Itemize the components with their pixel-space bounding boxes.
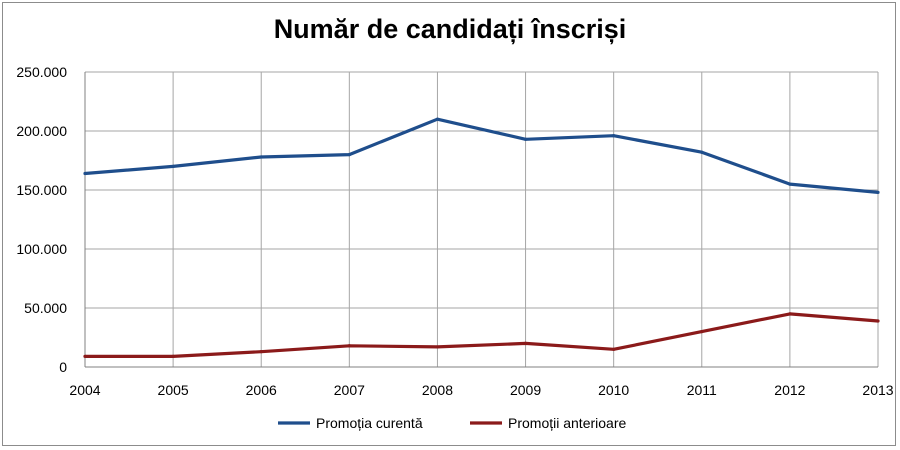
data-point bbox=[523, 341, 528, 345]
data-point bbox=[700, 150, 704, 154]
data-point bbox=[788, 182, 792, 186]
data-point bbox=[700, 330, 704, 334]
x-tick-label: 2013 bbox=[862, 382, 893, 398]
y-tick-label: 150.000 bbox=[16, 182, 67, 198]
x-tick-label: 2005 bbox=[158, 382, 189, 398]
data-point bbox=[83, 354, 87, 358]
data-point bbox=[83, 171, 87, 176]
x-tick-label: 2008 bbox=[422, 382, 453, 398]
x-tick-label: 2010 bbox=[598, 382, 629, 398]
legend-label: Promoții anterioare bbox=[508, 415, 626, 431]
data-point bbox=[876, 319, 880, 323]
x-tick-label: 2007 bbox=[334, 382, 365, 398]
data-point bbox=[171, 354, 175, 358]
y-tick-label: 50.000 bbox=[24, 300, 67, 316]
data-point bbox=[259, 155, 263, 159]
data-point bbox=[347, 344, 351, 348]
series-line-2 bbox=[85, 312, 879, 358]
chart-title: Număr de candidați înscriși bbox=[273, 14, 627, 44]
y-tick-label: 250.000 bbox=[16, 64, 67, 80]
data-point bbox=[259, 350, 263, 354]
data-point bbox=[523, 137, 528, 141]
y-tick-label: 0 bbox=[59, 359, 67, 375]
x-tick-label: 2004 bbox=[69, 382, 100, 398]
y-tick-label: 200.000 bbox=[16, 123, 67, 139]
data-point bbox=[788, 312, 792, 316]
series-line-1 bbox=[84, 117, 879, 194]
x-tick-label: 2011 bbox=[687, 382, 717, 398]
data-point bbox=[435, 345, 440, 349]
x-tick-label: 2009 bbox=[510, 382, 541, 398]
data-point bbox=[435, 117, 440, 121]
data-point bbox=[347, 153, 351, 157]
y-tick-label: 100.000 bbox=[16, 241, 67, 257]
data-point bbox=[612, 134, 616, 138]
data-point bbox=[171, 164, 175, 168]
legend-label: Promoția curentă bbox=[316, 415, 423, 431]
x-tick-label: 2006 bbox=[246, 382, 277, 398]
data-point bbox=[876, 190, 880, 194]
data-point bbox=[612, 347, 616, 351]
x-tick-label: 2012 bbox=[774, 382, 805, 398]
